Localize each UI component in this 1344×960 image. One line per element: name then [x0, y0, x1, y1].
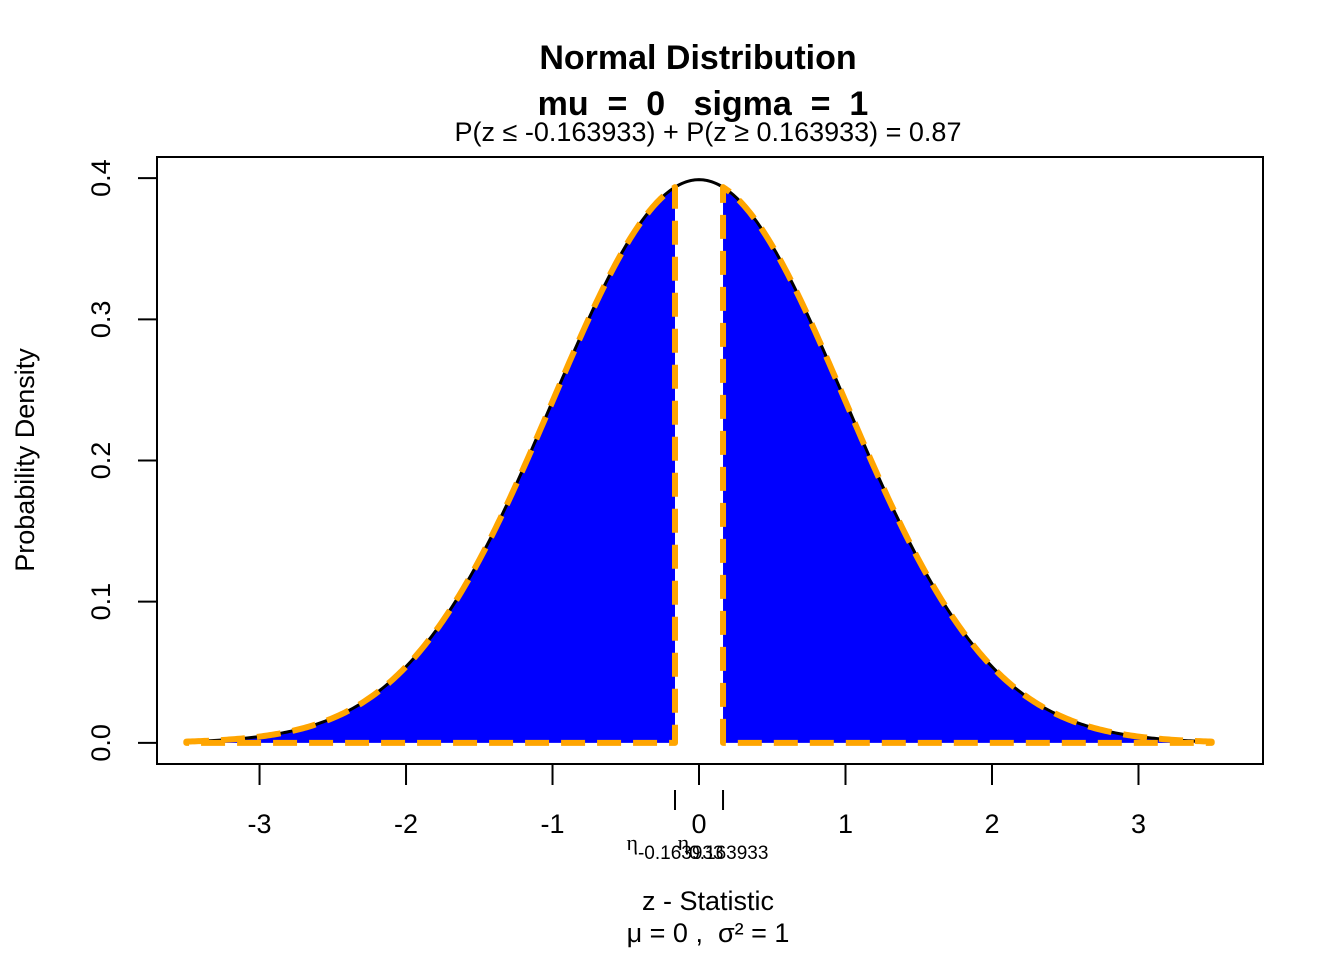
y-tick-label: 0.0 — [86, 724, 116, 762]
right-tail-area — [723, 187, 1212, 743]
density-curve — [186, 178, 1212, 744]
left-tail-outline — [183, 184, 678, 746]
cutoff-label: η0.163933 — [678, 830, 769, 864]
y-axis-title: Probability Density — [10, 348, 40, 572]
chart-subtitle: P(z ≤ -0.163933) + P(z ≥ 0.163933) = 0.8… — [455, 117, 962, 147]
y-axis: 0.0 0.1 0.2 0.3 0.4 — [86, 159, 158, 762]
x-tick-label: -1 — [541, 809, 565, 839]
x-tick-label: 0 — [691, 809, 706, 839]
x-axis-title: z - Statistic — [642, 886, 774, 916]
x-tick-label: -2 — [394, 809, 418, 839]
y-tick-label: 0.3 — [86, 301, 116, 339]
cutoff-label: η-0.163933 — [626, 830, 723, 864]
x-tick-label: 2 — [984, 809, 999, 839]
plot-area — [183, 178, 1215, 746]
x-axis: -3 -2 -1 0 1 2 3 — [248, 763, 1146, 839]
chart-title-line2: mu = 0 sigma = 1 — [538, 85, 869, 123]
chart-title: Normal Distribution — [539, 39, 856, 77]
y-tick-label: 0.1 — [86, 583, 116, 621]
x-tick-label: 3 — [1131, 809, 1146, 839]
y-tick-label: 0.4 — [86, 159, 116, 197]
x-axis-subtitle: μ = 0 , σ² = 1 — [627, 918, 790, 948]
y-tick-label: 0.2 — [86, 442, 116, 480]
x-tick-label: -3 — [248, 809, 272, 839]
x-tick-label: 1 — [838, 809, 853, 839]
plot-frame — [156, 156, 1264, 765]
right-tail-outline — [720, 184, 1215, 746]
left-tail-area — [186, 187, 676, 743]
